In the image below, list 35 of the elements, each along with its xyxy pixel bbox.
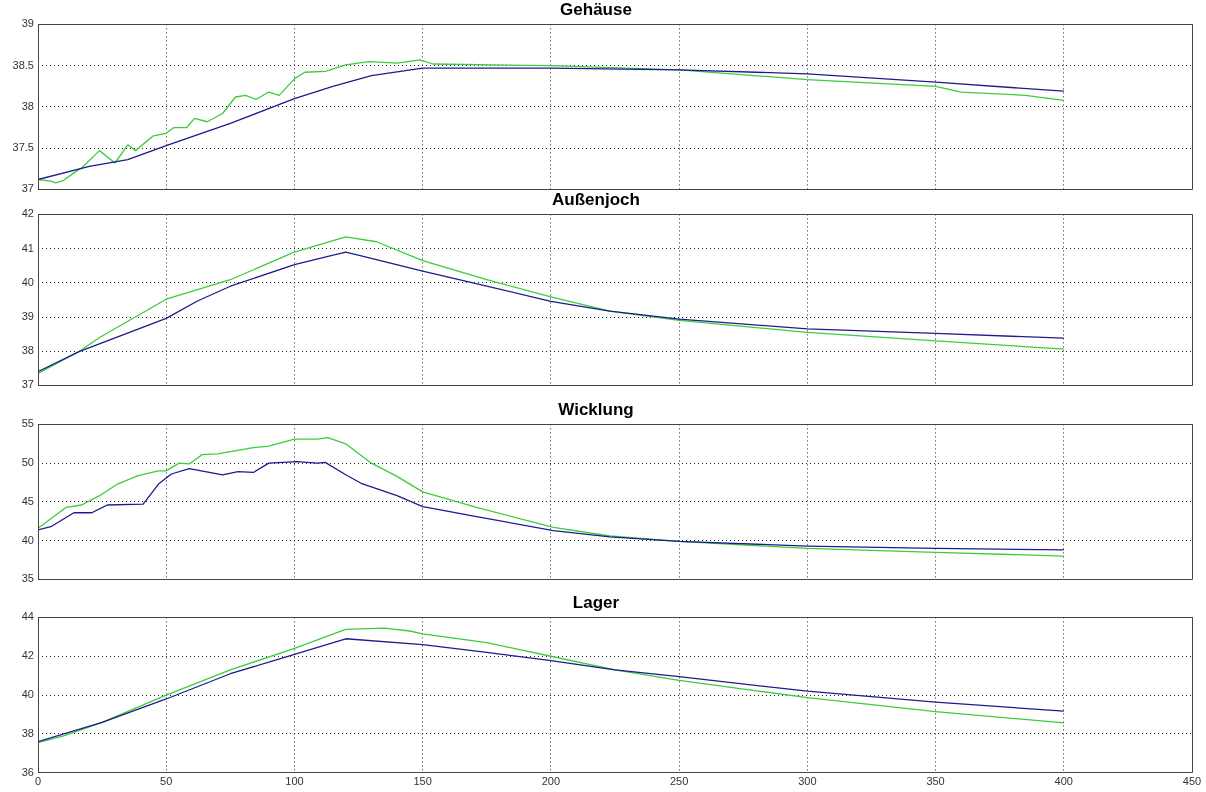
x-tick-label: 100 [285, 775, 304, 788]
y-tick-label: 37 [21, 182, 34, 195]
x-tick-label: 450 [1182, 775, 1202, 788]
y-tick-label: 38 [21, 726, 34, 739]
y-tick-label: 35 [21, 572, 34, 585]
y-tick-label: 40 [21, 275, 34, 288]
x-tick-label: 0 [34, 775, 42, 788]
y-tick-label: 36 [21, 765, 34, 778]
y-tick-label: 55 [21, 417, 34, 430]
y-tick-label: 37.5 [12, 141, 34, 154]
y-tick-label: 40 [21, 533, 34, 546]
y-tick-label: 38 [21, 99, 34, 112]
chart-title: Wicklung [558, 399, 634, 419]
x-tick-label: 400 [1054, 775, 1073, 788]
y-tick-label: 42 [21, 649, 34, 662]
y-tick-label: 41 [21, 241, 34, 254]
y-tick-label: 38 [21, 344, 34, 357]
x-tick-label: 250 [669, 775, 689, 788]
y-tick-label: 40 [21, 688, 34, 701]
y-tick-label: 45 [21, 494, 34, 507]
y-tick-label: 44 [21, 610, 34, 623]
y-tick-label: 37 [21, 378, 34, 391]
x-tick-label: 150 [413, 775, 432, 788]
y-tick-label: 39 [21, 310, 34, 323]
y-tick-label: 38.5 [12, 58, 34, 71]
chart-title: Lager [572, 592, 620, 612]
chart-title: Gehäuse [560, 0, 632, 19]
x-tick-label: 350 [926, 775, 945, 788]
y-tick-label: 42 [21, 207, 34, 220]
y-tick-label: 50 [21, 456, 34, 469]
chart-title: Außenjoch [552, 189, 640, 209]
x-tick-label: 200 [541, 775, 561, 788]
x-tick-label: 50 [160, 775, 173, 788]
x-tick-label: 300 [798, 775, 817, 788]
y-tick-label: 39 [21, 17, 34, 30]
